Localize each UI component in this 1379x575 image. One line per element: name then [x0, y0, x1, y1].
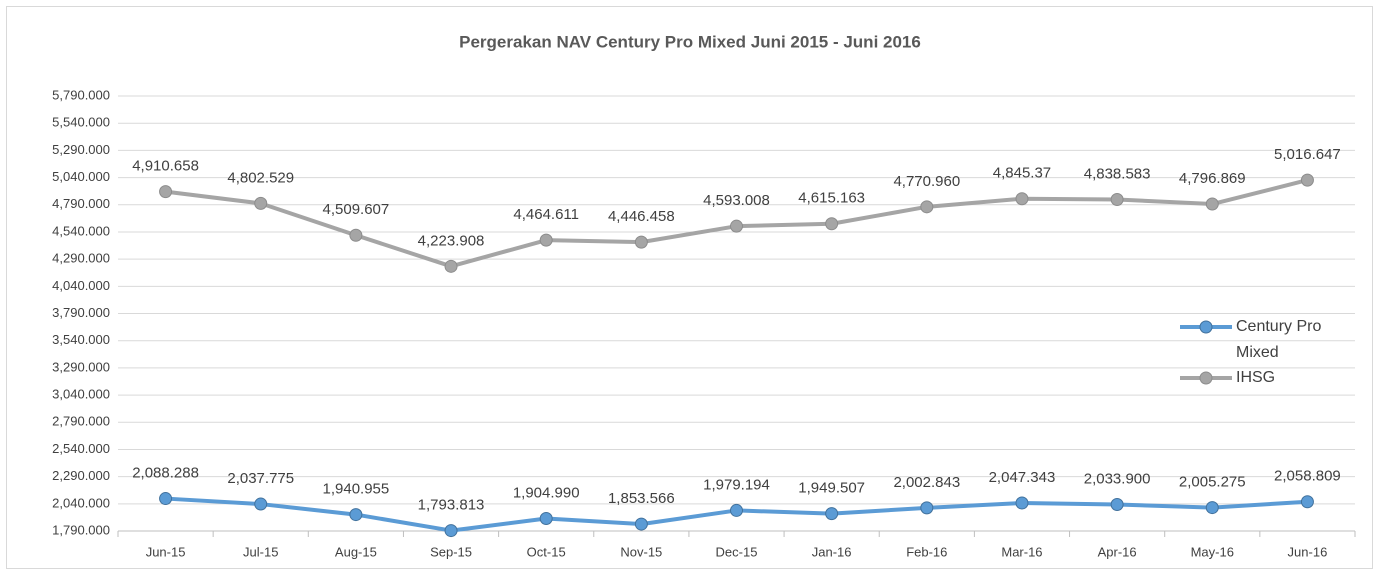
data-point	[349, 508, 363, 522]
data-point	[1110, 497, 1124, 511]
y-tick-label: 2,790.000	[52, 414, 110, 429]
legend-marker	[1199, 371, 1213, 385]
data-label: 1,853.566	[608, 490, 675, 507]
data-label: 4,223.908	[418, 232, 485, 249]
data-point	[634, 517, 648, 531]
x-tick-label: Jun-15	[146, 544, 186, 559]
y-tick-label: 3,790.000	[52, 305, 110, 320]
x-tick-label: Feb-16	[906, 544, 947, 559]
data-label: 4,615.163	[798, 190, 865, 207]
y-tick-label: 5,790.000	[52, 87, 110, 102]
y-tick-label: 5,040.000	[52, 169, 110, 184]
data-point	[1110, 192, 1124, 206]
data-point	[444, 524, 458, 538]
y-tick-label: 2,290.000	[52, 468, 110, 483]
data-label: 2,037.775	[227, 470, 294, 487]
y-tick-label: 5,290.000	[52, 142, 110, 157]
data-point	[920, 501, 934, 515]
data-label: 2,002.843	[893, 474, 960, 491]
data-label: 4,509.607	[323, 201, 390, 218]
data-point	[539, 511, 553, 525]
chart-title: Pergerakan NAV Century Pro Mixed Juni 20…	[459, 32, 921, 51]
data-label: 2,058.809	[1274, 468, 1341, 485]
y-tick-label: 2,540.000	[52, 441, 110, 456]
data-label: 5,016.647	[1274, 146, 1341, 163]
data-label: 4,446.458	[608, 208, 675, 225]
data-label: 4,770.960	[893, 173, 960, 190]
data-point	[349, 228, 363, 242]
data-point	[539, 233, 553, 247]
y-tick-label: 4,790.000	[52, 196, 110, 211]
data-label: 1,979.194	[703, 476, 770, 493]
x-tick-label: May-16	[1191, 544, 1234, 559]
x-tick-label: Dec-15	[716, 544, 758, 559]
y-tick-label: 4,540.000	[52, 223, 110, 238]
data-point	[730, 219, 743, 233]
data-label: 2,047.343	[989, 469, 1056, 486]
data-point	[1205, 501, 1219, 515]
data-point	[1015, 192, 1029, 206]
data-point	[1015, 496, 1029, 510]
y-tick-label: 3,290.000	[52, 359, 110, 374]
data-label: 1,949.507	[798, 480, 865, 497]
data-point	[254, 497, 268, 511]
x-tick-label: Oct-15	[527, 544, 566, 559]
data-point	[730, 503, 743, 517]
data-point	[254, 196, 268, 210]
data-point	[1300, 495, 1314, 509]
data-point	[920, 200, 934, 214]
x-tick-label: Sep-15	[430, 544, 472, 559]
legend-marker	[1199, 320, 1213, 334]
legend-label: Century Pro Mixed	[1236, 318, 1322, 361]
data-point	[159, 492, 173, 506]
data-label: 1,940.955	[323, 481, 390, 498]
y-tick-label: 5,540.000	[52, 115, 110, 130]
data-label: 2,033.900	[1084, 470, 1151, 487]
x-tick-label: Nov-15	[620, 544, 662, 559]
y-tick-label: 4,290.000	[52, 251, 110, 266]
data-point	[1300, 173, 1314, 187]
legend-label: IHSG	[1236, 369, 1276, 386]
x-tick-label: Jun-16	[1288, 544, 1328, 559]
data-label: 4,796.869	[1179, 170, 1246, 187]
data-label: 4,838.583	[1084, 165, 1151, 182]
y-tick-label: 3,040.000	[52, 387, 110, 402]
data-label: 4,845.37	[993, 165, 1051, 182]
data-label: 1,904.990	[513, 484, 580, 501]
x-tick-label: Jan-16	[812, 544, 852, 559]
x-tick-label: Jul-15	[243, 544, 278, 559]
y-tick-label: 3,540.000	[52, 332, 110, 347]
data-point	[1205, 197, 1219, 211]
chart-border	[6, 6, 1373, 569]
data-label: 4,910.658	[132, 158, 199, 175]
data-point	[825, 507, 839, 521]
data-point	[634, 235, 648, 249]
data-point	[444, 259, 458, 273]
data-label: 4,464.611	[513, 206, 579, 223]
data-label: 2,005.275	[1179, 474, 1246, 491]
data-point	[825, 217, 839, 231]
x-tick-label: Aug-15	[335, 544, 377, 559]
data-point	[159, 185, 173, 199]
data-label: 1,793.813	[418, 497, 485, 514]
y-tick-label: 4,040.000	[52, 278, 110, 293]
data-label: 4,593.008	[703, 192, 770, 209]
y-tick-label: 2,040.000	[52, 495, 110, 510]
x-tick-label: Mar-16	[1001, 544, 1042, 559]
y-tick-label: 1,790.000	[52, 522, 110, 537]
data-label: 2,088.288	[132, 465, 199, 482]
x-tick-label: Apr-16	[1098, 544, 1137, 559]
data-label: 4,802.529	[227, 169, 294, 186]
